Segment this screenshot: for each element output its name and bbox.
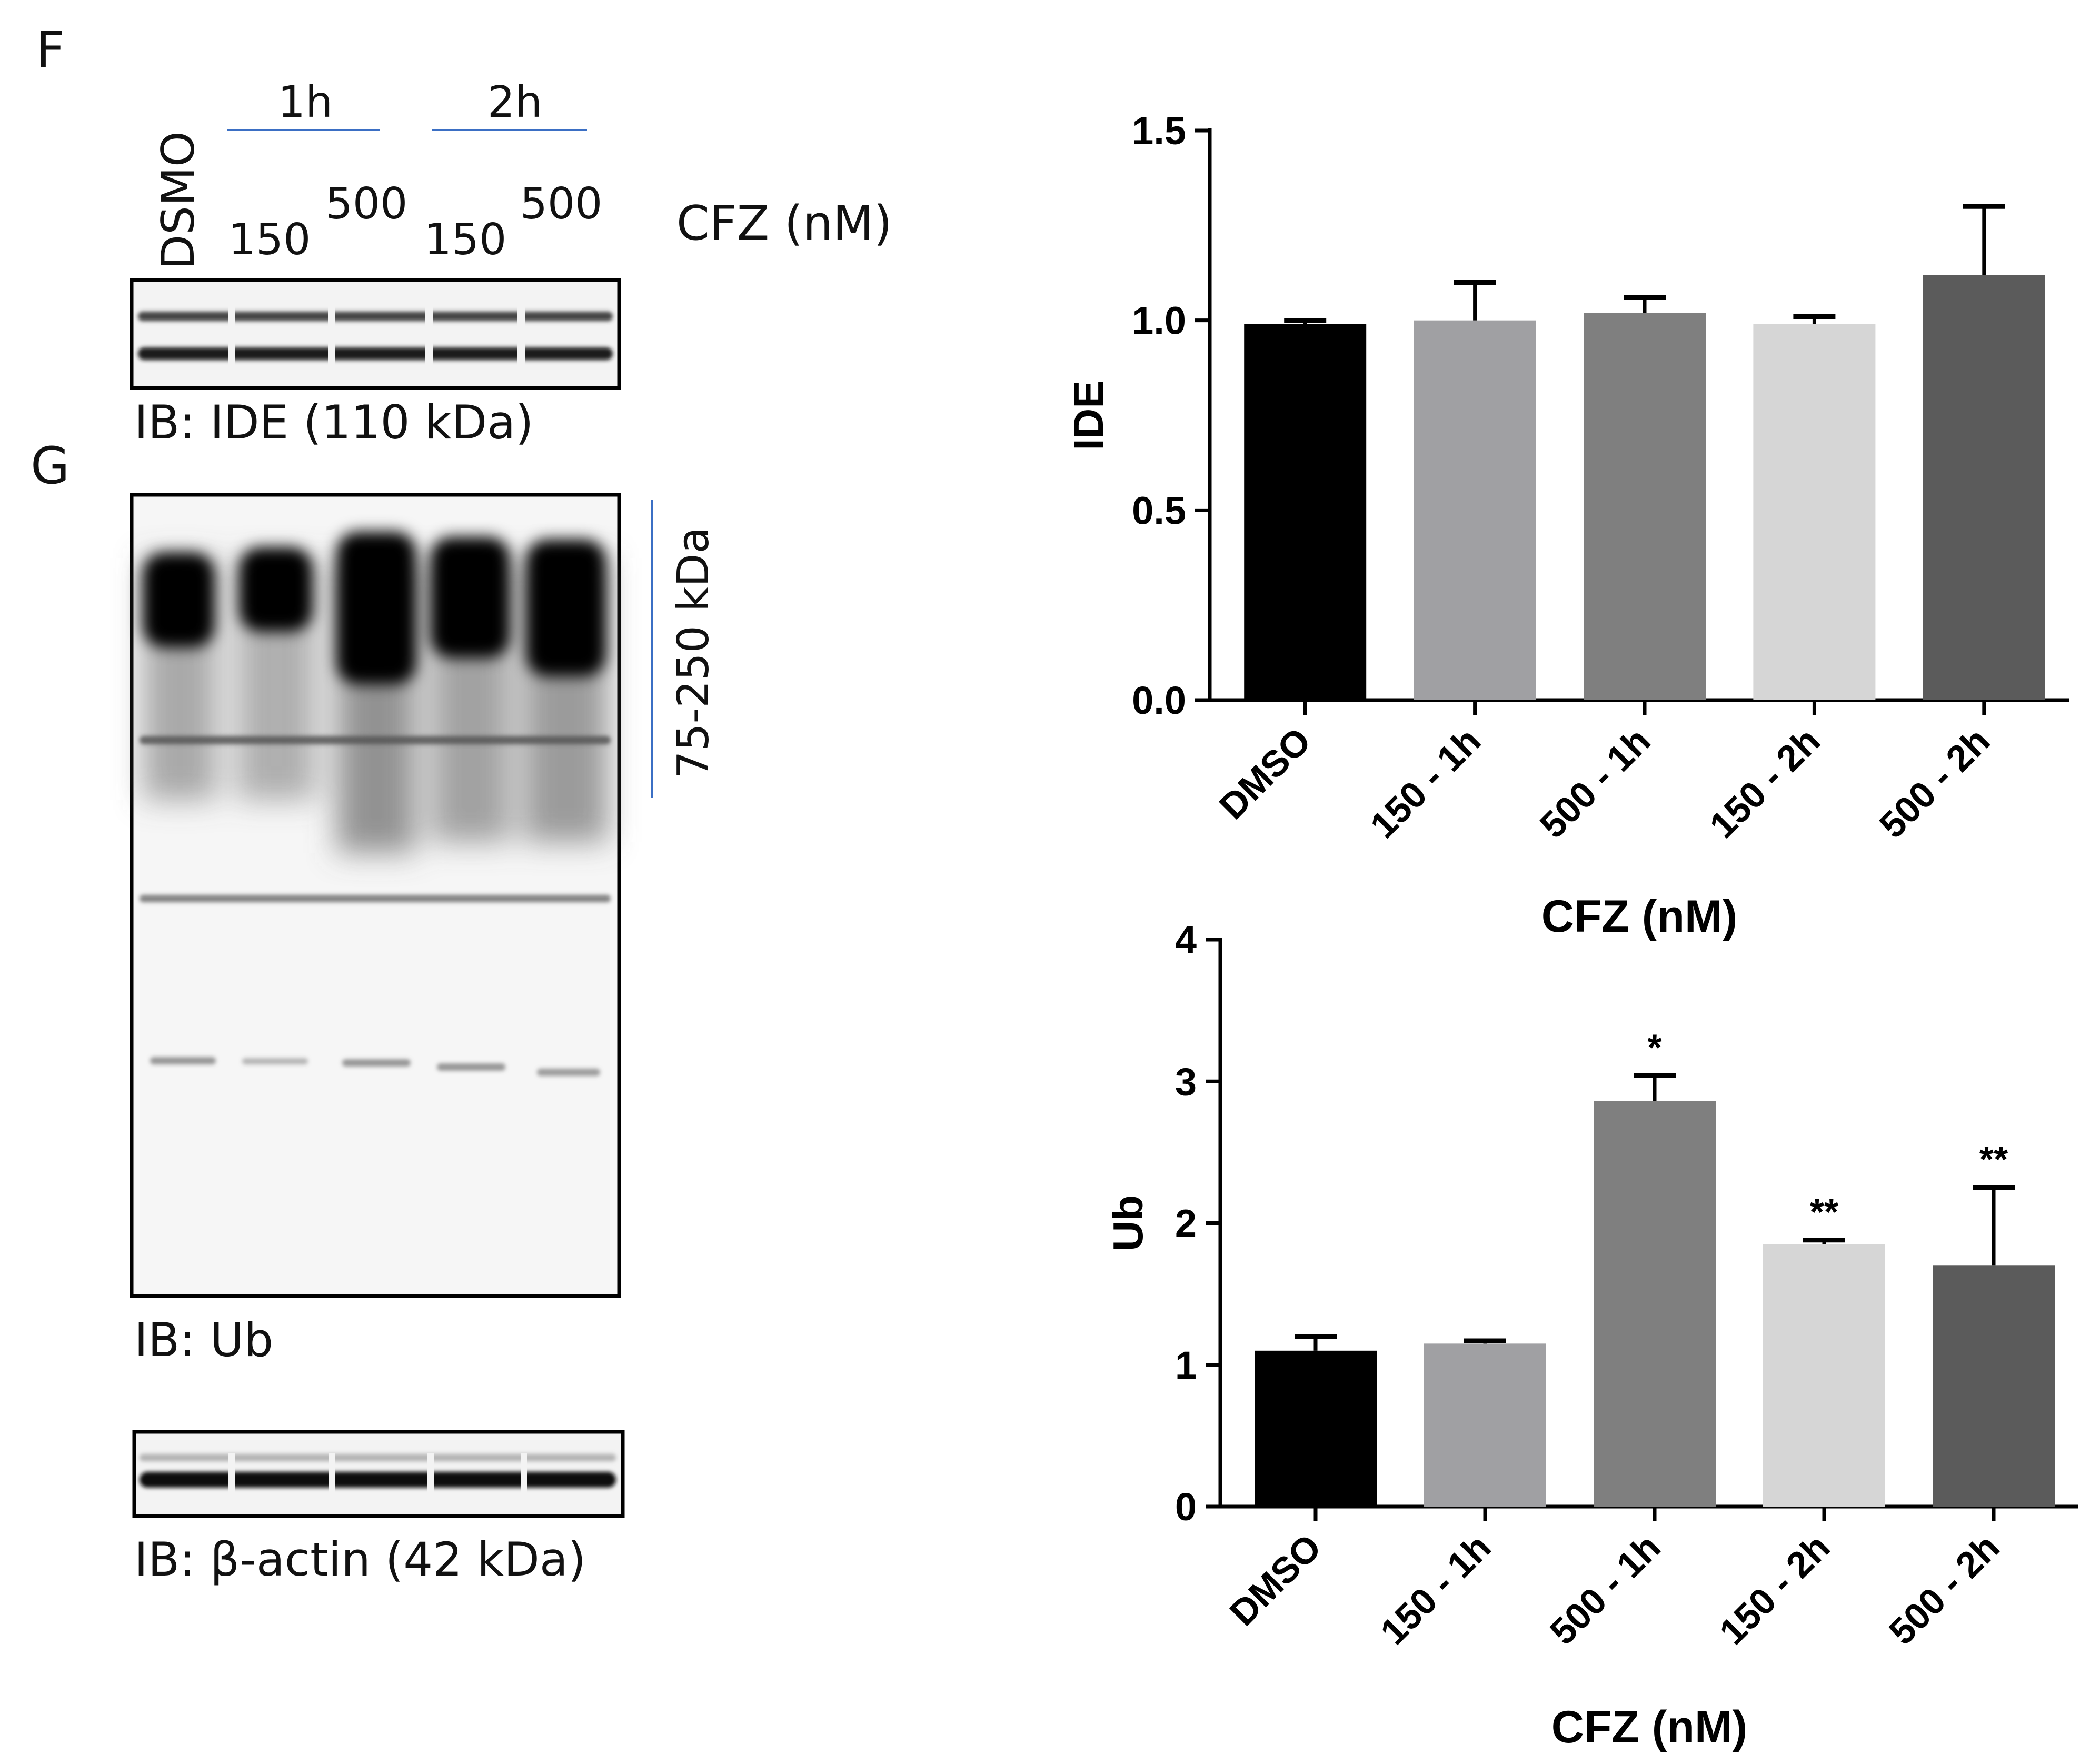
ub-y-axis-label: Ub [1104,1195,1151,1251]
ub-y-ticks: 0 1 2 3 4 [1175,918,1220,1529]
lane-label-500-2h: 500 [520,179,603,229]
ide-band-upper [138,312,613,321]
ub-y-tick-label: 4 [1175,918,1197,962]
ide-bar [1414,320,1536,700]
ide-y-tick-label: 0.5 [1132,489,1186,532]
ide-blot [130,278,621,390]
ub-y-tick-label: 2 [1175,1202,1197,1245]
actin-bands [140,1454,616,1488]
ide-bars [1244,275,2045,700]
ub-significance-label: * [1647,1026,1662,1068]
ide-error-bar [1793,314,1836,324]
panel-label-g: G [31,436,69,495]
lane-label-150-2h: 150 [424,215,507,265]
ub-y-tick-label: 3 [1175,1060,1197,1103]
actin-lane-gaps [228,1453,527,1495]
ub-blot [130,493,621,1298]
ub-bar [1763,1244,1885,1507]
ub-x-tick-label: 150 - 2h [1711,1526,1837,1652]
lane-label-dmso: DSMO [152,131,205,270]
ide-x-tick-label: 500 - 2h [1872,720,1997,845]
ub-blot-caption: IB: Ub [134,1313,273,1367]
ub-error-bar [1973,1185,2015,1266]
ub-error-bar [1634,1073,1676,1101]
ide-x-tick-label: 150 - 2h [1702,720,1828,845]
panel-label-f: F [36,21,65,79]
time-group-1h: 1h [278,77,333,127]
ub-x-tick-label: 150 - 1h [1372,1526,1498,1652]
ub-x-tick-label: DMSO [1222,1526,1329,1633]
treatment-label: CFZ (nM) [676,196,892,251]
ide-blot-caption: IB: IDE (110 kDa) [134,395,533,450]
ub-x-tick-label: 500 - 1h [1542,1526,1668,1652]
ide-bands [138,312,613,360]
ide-y-tick-label: 1.5 [1132,109,1186,153]
ub-bar [1594,1101,1716,1507]
ide-error-bar [1284,318,1327,324]
ide-x-tick-label: DMSO [1211,720,1319,827]
ide-y-ticks: 0.0 0.5 1.0 1.5 [1132,109,1210,722]
ide-bar [1244,324,1367,700]
ide-y-tick-label: 0.0 [1132,679,1186,722]
ide-bar [1584,313,1706,700]
ide-bar [1923,275,2045,700]
lane-label-150-1h: 150 [228,215,311,265]
ub-significance-label: ** [1979,1139,2008,1180]
ide-x-tick-label: 150 - 1h [1362,720,1488,845]
ub-error-bar [1295,1334,1337,1351]
ub-significance-label: ** [1810,1191,1839,1232]
ide-bar-chart: 0.0 0.5 1.0 1.5 DMSO 150 - 1h 500 - 1h 150 - 2… [1065,109,2069,942]
ub-y-tick-label: 1 [1175,1343,1197,1387]
ub-error-bar [1803,1238,1845,1244]
ide-bar [1753,324,1876,700]
ub-x-axis-label: CFZ (nM) [1551,1702,1748,1752]
ide-y-axis-label: IDE [1065,380,1112,450]
ub-significance-marks: ***** [1647,1026,2008,1232]
ub-error-bar [1464,1338,1506,1344]
ide-x-axis-label: CFZ (nM) [1541,891,1738,942]
ub-error-bars [1295,1073,2015,1351]
ide-error-bar [1454,280,1496,321]
ub-x-tick-label: 500 - 2h [1881,1526,2007,1652]
ide-error-bars [1284,204,2005,324]
ub-x-ticks: DMSO 150 - 1h 500 - 1h 150 - 2h 500 - 2h [1222,1507,2007,1652]
ub-discrete-bands [140,736,611,1076]
ide-error-bar [1624,295,1666,313]
time-group-2h: 2h [487,77,542,127]
ide-x-tick-label: 500 - 1h [1532,720,1658,845]
ub-bar [1255,1350,1377,1507]
ub-high-mw-signal [143,532,605,684]
actin-blot-caption: IB: β-actin (42 kDa) [134,1532,586,1587]
blot-header: DSMO 1h 2h 150 500 150 500 CFZ (nM) [152,77,892,270]
lane-label-500-1h: 500 [325,179,408,229]
ide-x-ticks: DMSO 150 - 1h 500 - 1h 150 - 2h 500 - 2h [1211,700,1997,846]
ide-error-bar [1963,204,2005,275]
actin-blot [132,1430,625,1518]
ide-band-lower [138,347,613,360]
ide-lane-gaps [228,303,525,368]
mw-marker-label: 75-250 kDa [669,527,719,778]
ub-bar [1424,1343,1546,1507]
ub-bars [1255,1101,2055,1507]
ide-blot-frame [130,278,621,390]
ide-y-tick-label: 1.0 [1132,299,1186,343]
ub-bar [1933,1265,2055,1507]
ub-y-tick-label: 0 [1175,1485,1197,1529]
